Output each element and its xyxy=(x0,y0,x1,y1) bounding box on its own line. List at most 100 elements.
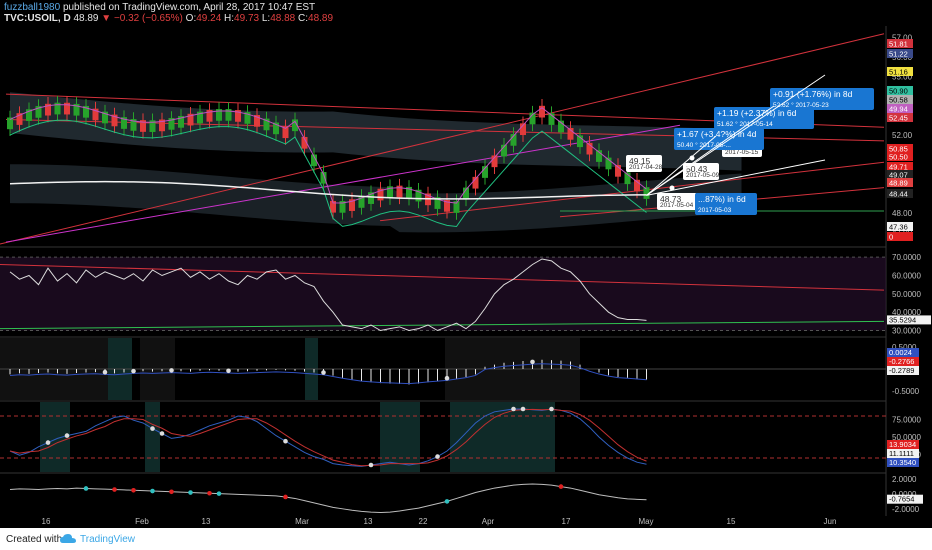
stoch-cross-dot xyxy=(64,433,70,438)
price-badge-label: 51.81 xyxy=(889,40,908,49)
candle-body xyxy=(16,113,23,125)
candle-body xyxy=(168,118,175,130)
projection-label xyxy=(626,155,662,172)
candle-body xyxy=(244,112,251,124)
projection-value: 50.43 xyxy=(686,164,708,174)
channel-line xyxy=(0,33,885,245)
price-badge xyxy=(887,113,913,122)
price-badge-label: 0 xyxy=(889,233,893,242)
stoch-cross-dot xyxy=(511,406,516,412)
macd-cross-dot xyxy=(530,359,535,365)
rsi-value: 35.5294 xyxy=(889,315,916,324)
projection-date: 2017-05-03 xyxy=(698,207,732,214)
candle-body xyxy=(54,102,61,115)
projection-value: +0.91 (+1.76%) in 8d xyxy=(773,89,853,99)
projection-label xyxy=(714,107,814,129)
candle-body xyxy=(26,109,32,121)
macd-cross-dot xyxy=(321,370,326,375)
oscillator-value: -0.7654 xyxy=(889,495,914,504)
rsi-value-badge xyxy=(887,315,931,325)
projection-value: ...87%) in 6d xyxy=(698,194,746,204)
x-tick-label: 15 xyxy=(727,517,736,526)
x-tick-label: 13 xyxy=(202,517,211,526)
oscillator-dot xyxy=(207,490,212,496)
channel-line xyxy=(379,161,885,222)
last-price: 48.89 xyxy=(73,13,99,24)
projection-label xyxy=(683,163,719,180)
stoch-value-badge xyxy=(887,440,919,449)
price-badge xyxy=(887,39,913,48)
moving-average-magenta xyxy=(9,104,647,204)
candle-body xyxy=(263,118,270,131)
candle-body xyxy=(206,110,213,122)
oscillator-dot xyxy=(558,484,564,489)
ichimoku-cloud-upper xyxy=(10,92,742,171)
stoch-value-badge xyxy=(887,449,919,458)
candle-body xyxy=(121,117,127,129)
oscillator-dot xyxy=(83,486,89,491)
candle-body xyxy=(482,166,488,178)
projection-point xyxy=(689,155,695,161)
candle-body xyxy=(311,154,317,167)
macd-cross-dot xyxy=(226,368,231,374)
oscillator-tick-label: 0.0000 xyxy=(892,490,917,499)
projection-arrow xyxy=(646,159,826,196)
stoch-d-line xyxy=(9,408,647,467)
channel-line xyxy=(5,124,681,243)
footer-bar: Created with TradingView xyxy=(0,528,932,550)
price-badge-label: 51.22 xyxy=(889,50,908,59)
candle-body xyxy=(330,200,336,213)
candle-body xyxy=(45,103,51,116)
x-tick-label: Jun xyxy=(824,517,837,526)
stoch-cross-dot xyxy=(549,406,554,412)
x-tick-label: Apr xyxy=(482,517,495,526)
candle-body xyxy=(7,117,13,130)
x-tick-label: Mar xyxy=(295,517,309,526)
macd-value-badge xyxy=(887,357,919,366)
candle-body xyxy=(102,111,108,124)
price-badge-label: 49.94 xyxy=(889,105,908,114)
price-badge-label: 48.89 xyxy=(889,179,908,188)
author-link[interactable]: fuzzball1980 xyxy=(4,2,61,13)
price-badge xyxy=(887,104,913,113)
price-change: ▼ −0.32 (−0.65%) xyxy=(101,13,183,24)
candle-body xyxy=(586,142,593,155)
candle-body xyxy=(64,102,70,115)
candle-body xyxy=(149,120,156,132)
price-badge xyxy=(887,189,913,198)
tradingview-cloud-icon xyxy=(60,534,76,543)
symbol-line: TVC:USOIL, D 48.89 ▼ −0.32 (−0.65%) O:49… xyxy=(4,13,333,24)
ohlc-close-label: C: xyxy=(298,13,309,24)
stoch-value-badge xyxy=(887,458,919,467)
candle-body xyxy=(377,188,384,201)
candle-body xyxy=(415,189,422,202)
candle-body xyxy=(358,196,365,208)
macd-cross-dot xyxy=(102,369,108,375)
candle-body xyxy=(444,200,450,212)
oscillator-dot xyxy=(283,494,288,500)
tradingview-brand[interactable]: TradingView xyxy=(80,534,136,545)
symbol[interactable]: TVC:USOIL, D xyxy=(4,13,71,24)
chart-canvas[interactable]: 16Feb13Mar1322Apr17May15Jun57.0056.0055.… xyxy=(0,0,932,528)
macd-value-badge xyxy=(887,366,919,375)
oscillator-dot xyxy=(216,491,222,496)
oscillator-dot xyxy=(131,487,136,493)
x-tick-label: 22 xyxy=(419,517,428,526)
rsi-line xyxy=(9,258,647,332)
projection-date: 52.62 ° 2017-05-23 xyxy=(773,101,829,109)
price-badge-label: 50.58 xyxy=(889,96,908,105)
price-badge xyxy=(887,222,913,231)
candle-body xyxy=(368,192,374,204)
macd-cross-dot xyxy=(131,368,136,374)
x-tick-label: 17 xyxy=(562,517,571,526)
price-tick-label: 55.00 xyxy=(892,73,913,82)
rsi-tick-label: 70.0000 xyxy=(892,253,921,262)
projection-label xyxy=(674,128,764,150)
price-badge-label: 49.71 xyxy=(889,163,908,172)
price-badge xyxy=(887,144,913,153)
price-badge xyxy=(887,152,913,161)
ichimoku-cloud-lower xyxy=(10,164,742,233)
price-tick-label: 57.00 xyxy=(892,34,913,43)
rsi-tick-label: 60.0000 xyxy=(892,272,921,281)
projection-label xyxy=(695,193,757,215)
